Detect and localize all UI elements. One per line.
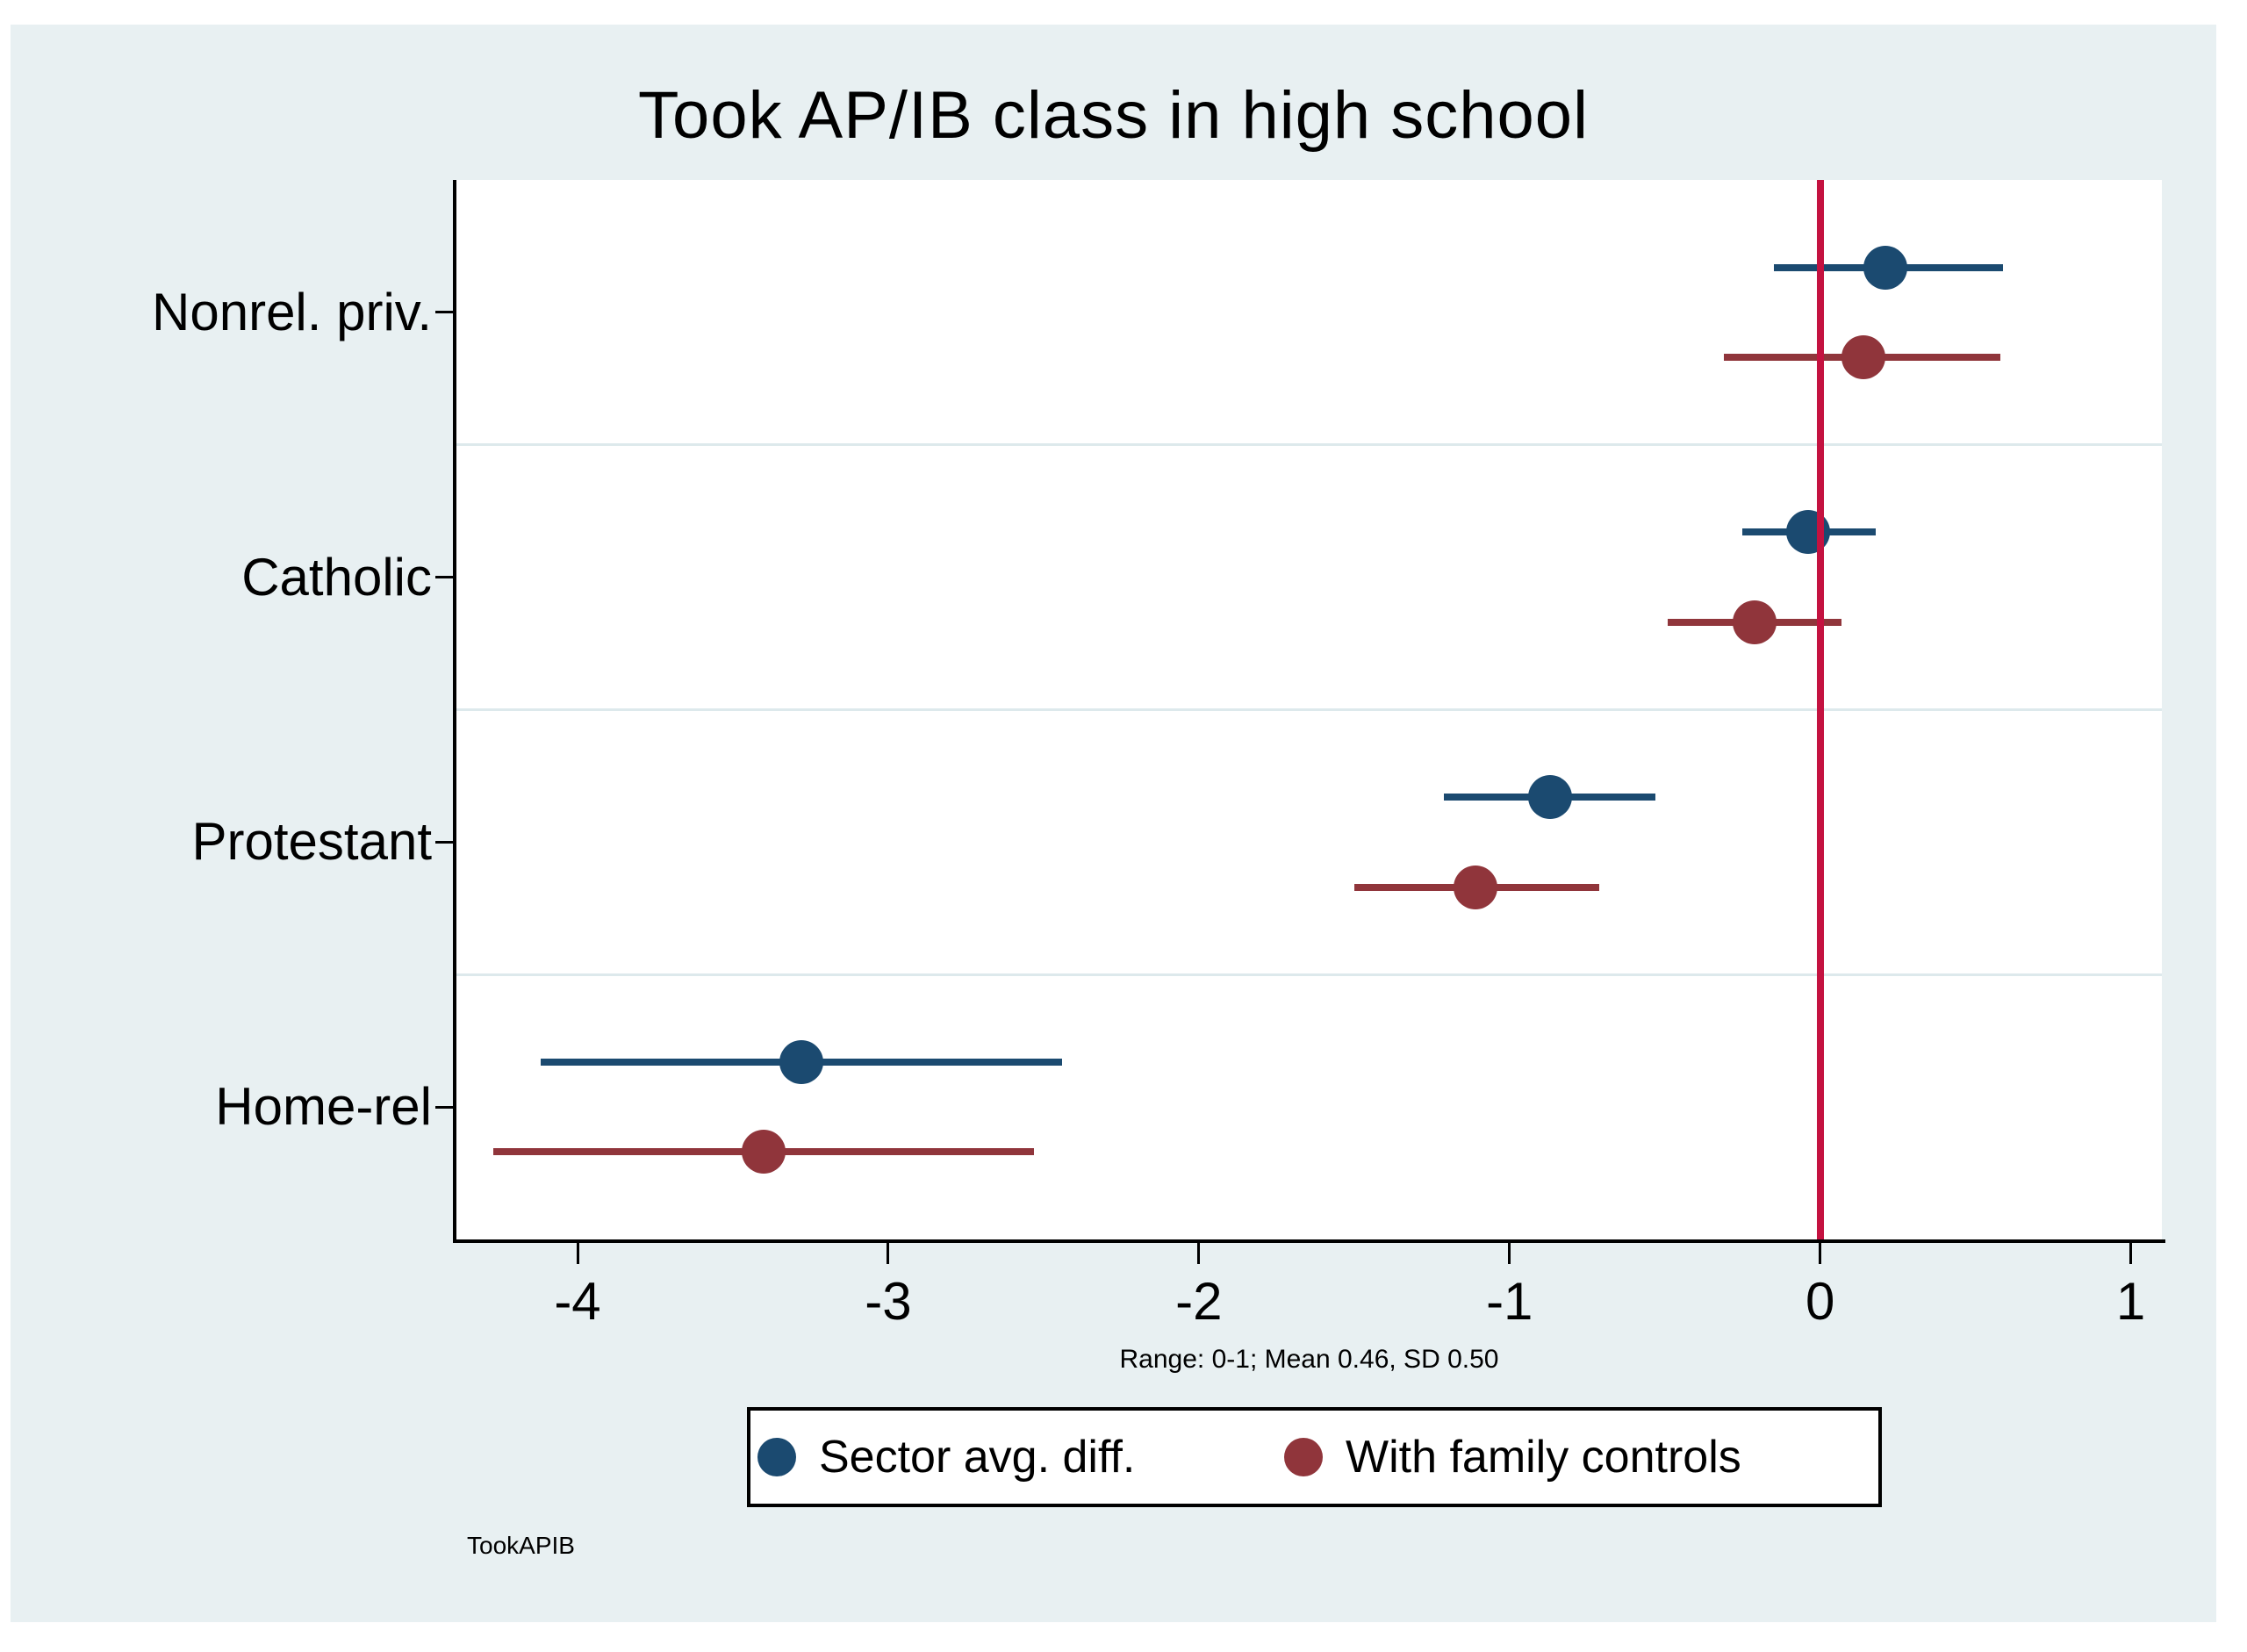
legend-label: Sector avg. diff. [819, 1432, 1136, 1483]
y-axis-line [453, 180, 456, 1243]
marker-with-family-controls [1453, 865, 1497, 909]
marker-with-family-controls [1841, 335, 1886, 380]
x-tick [1508, 1243, 1511, 1264]
legend-box: Sector avg. diff. With family controls [747, 1407, 1882, 1507]
category-label-home-rel: Home-rel [215, 1077, 432, 1137]
x-tick-label: -1 [1486, 1272, 1533, 1331]
marker-with-family-controls [742, 1130, 786, 1174]
gridline [456, 443, 2162, 447]
gridline [456, 973, 2162, 976]
x-tick [887, 1243, 890, 1264]
y-tick [435, 576, 456, 579]
x-tick-label: 1 [2115, 1272, 2146, 1331]
gridline [456, 708, 2162, 711]
x-tick-label: -3 [865, 1272, 912, 1331]
marker-sector-avg-diff- [1527, 775, 1572, 820]
legend-item-sector-avg-diff: Sector avg. diff. [757, 1411, 1135, 1504]
legend-marker-blue-icon [757, 1438, 796, 1476]
y-tick [435, 840, 456, 844]
marker-with-family-controls [1733, 600, 1777, 644]
x-axis-line [453, 1239, 2165, 1243]
category-label-nonrel-priv-: Nonrel. priv. [152, 282, 432, 341]
zero-reference-line [1816, 180, 1824, 1239]
x-tick [2129, 1243, 2133, 1264]
y-tick [435, 311, 456, 314]
legend-item-with-family-controls: With family controls [1284, 1411, 1741, 1504]
y-tick [435, 1105, 456, 1109]
category-label-catholic: Catholic [241, 547, 432, 607]
x-tick [1819, 1243, 1822, 1264]
x-tick [1197, 1243, 1201, 1264]
x-tick-label: -4 [554, 1272, 601, 1331]
legend-label: With family controls [1346, 1432, 1741, 1483]
variable-note: Range: 0-1; Mean 0.46, SD 0.50 [1119, 1345, 1499, 1374]
marker-sector-avg-diff- [779, 1039, 823, 1084]
x-tick-label: 0 [1805, 1272, 1835, 1331]
marker-sector-avg-diff- [1863, 245, 1907, 290]
category-label-protestant: Protestant [191, 812, 433, 872]
x-tick-label: -2 [1175, 1272, 1223, 1331]
variable-name-caption: TookAPIB [467, 1532, 575, 1559]
x-tick [576, 1243, 579, 1264]
chart-title: Took AP/IB class in high school [638, 78, 1589, 153]
legend-marker-red-icon [1284, 1438, 1323, 1476]
